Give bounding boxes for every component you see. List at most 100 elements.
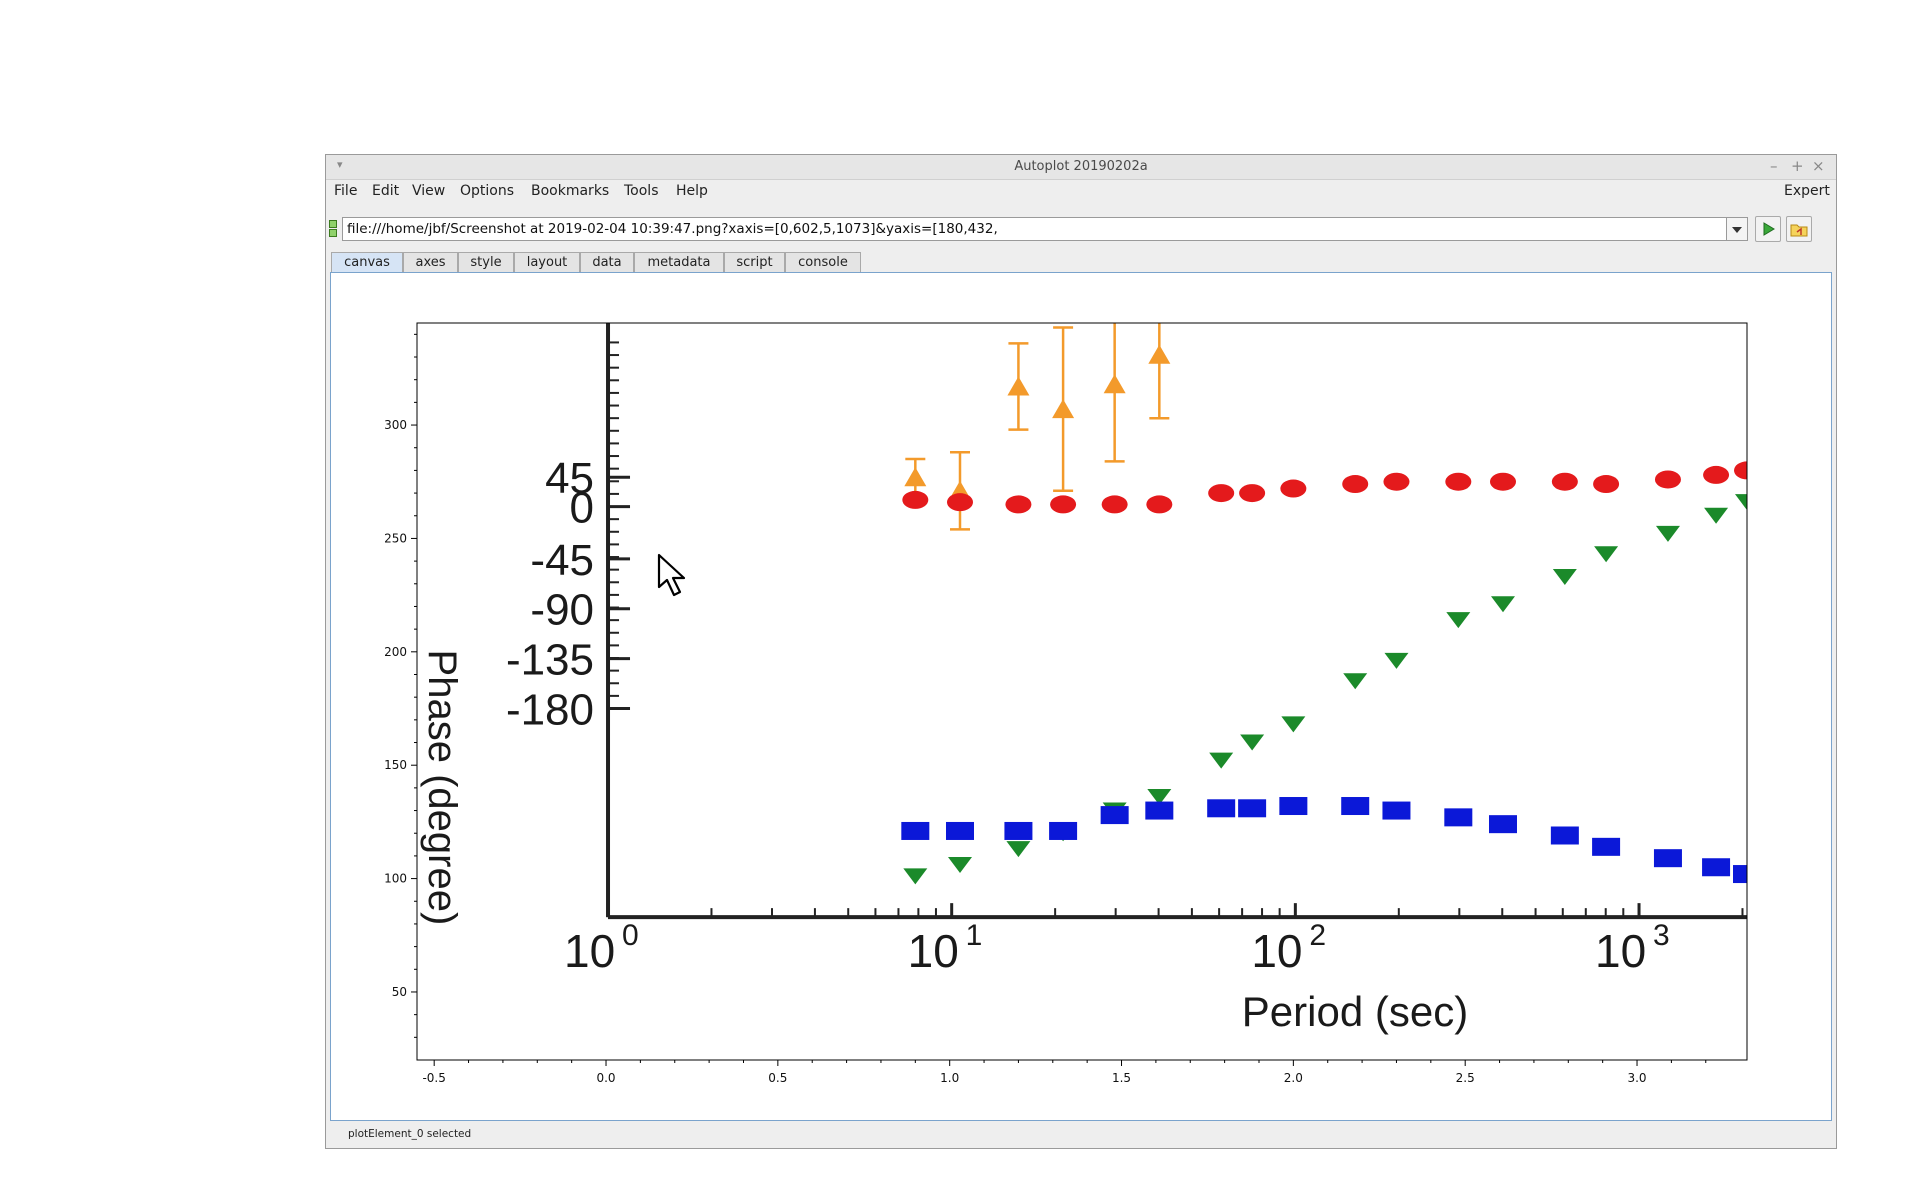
inner-y-tick-label: -45 (530, 536, 594, 585)
menu-file[interactable]: File (334, 183, 358, 199)
tab-script[interactable]: script (724, 252, 785, 272)
inner-x-tick-exponent: 2 (1309, 919, 1326, 952)
x-tick-label: 0.5 (768, 1071, 787, 1085)
play-icon (1763, 222, 1775, 236)
tab-console[interactable]: console (785, 252, 861, 272)
data-point-red (946, 493, 973, 512)
menu-bookmarks[interactable]: Bookmarks (531, 183, 610, 199)
data-point-blue (1341, 797, 1370, 816)
data-point-blue (1207, 799, 1236, 818)
autoplot-window: ▾ Autoplot 20190202a – + × File Edit Vie… (325, 154, 1837, 1149)
x-tick-label: 0.0 (596, 1071, 615, 1085)
expert-menu[interactable]: Expert (1784, 183, 1830, 199)
x-tick-label: 1.0 (940, 1071, 959, 1085)
mouse-pointer-icon (657, 553, 686, 597)
data-point-green (1490, 596, 1515, 613)
menu-edit[interactable]: Edit (372, 183, 400, 199)
browse-button[interactable] (1786, 216, 1812, 242)
menu-view[interactable]: View (412, 183, 446, 199)
data-point-blue (1488, 815, 1517, 834)
maximize-button[interactable]: + (1791, 157, 1804, 175)
data-point-red (1280, 479, 1307, 498)
x-tick-label: 2.5 (1456, 1071, 1475, 1085)
data-point-red (1551, 472, 1578, 491)
tab-layout[interactable]: layout (514, 252, 580, 272)
data-point-red (1703, 465, 1730, 484)
window-menu-icon[interactable]: ▾ (337, 158, 343, 171)
x-tick-label: 2.0 (1284, 1071, 1303, 1085)
chevron-down-icon (1732, 227, 1742, 233)
data-point-green (1384, 652, 1409, 669)
tab-style[interactable]: style (458, 252, 514, 272)
data-point-blue (1100, 806, 1129, 825)
data-point-blue (1238, 799, 1267, 818)
inner-x-tick-exponent: 3 (1653, 919, 1670, 952)
tab-data[interactable]: data (580, 252, 634, 272)
address-history-dropdown[interactable] (1726, 217, 1748, 241)
inner-x-tick-label: 10 (1595, 925, 1646, 977)
y-tick-label: 50 (392, 985, 407, 999)
data-point-green (1552, 568, 1577, 585)
data-point-green (1209, 752, 1234, 769)
close-button[interactable]: × (1812, 157, 1825, 175)
address-drag-icon[interactable] (329, 220, 338, 238)
tab-canvas[interactable]: canvas (331, 252, 403, 272)
inner-y-tick-label: -90 (530, 586, 594, 635)
data-point-green (1594, 546, 1619, 563)
data-point-green (1446, 612, 1471, 629)
data-point-blue (1004, 821, 1033, 840)
data-point-orange (1148, 344, 1171, 364)
data-point-green (903, 868, 928, 885)
tab-metadata[interactable]: metadata (634, 252, 724, 272)
data-point-red (1005, 495, 1032, 514)
folder-icon (1790, 224, 1808, 237)
inner-x-axis-title: Period (sec) (1242, 988, 1468, 1035)
y-tick-label: 150 (384, 758, 407, 772)
x-tick-label: 3.0 (1627, 1071, 1646, 1085)
y-tick-label: 200 (384, 645, 407, 659)
data-point-blue (1550, 826, 1579, 845)
data-point-orange (1007, 376, 1030, 396)
plot-button[interactable] (1755, 216, 1781, 242)
inner-y-tick-label: -135 (506, 636, 594, 685)
data-point-green (1147, 788, 1172, 805)
data-point-green (947, 856, 972, 873)
data-point-orange (1103, 374, 1126, 394)
inner-x-tick-label: 10 (908, 925, 959, 977)
data-point-red (1208, 484, 1235, 503)
address-input[interactable]: file:///home/jbf/Screenshot at 2019-02-0… (342, 217, 1748, 241)
data-point-green (1240, 734, 1265, 751)
address-bar: file:///home/jbf/Screenshot at 2019-02-0… (326, 215, 1836, 243)
data-point-green (1281, 716, 1306, 733)
data-point-blue (1733, 865, 1747, 884)
menu-help[interactable]: Help (676, 183, 708, 199)
data-point-blue (945, 821, 974, 840)
data-point-red (1445, 472, 1472, 491)
data-point-red (1734, 461, 1747, 480)
inner-y-tick-label: -180 (506, 686, 594, 735)
data-point-red (1489, 472, 1516, 491)
tab-axes[interactable]: axes (403, 252, 458, 272)
data-point-blue (1279, 797, 1308, 816)
data-point-green (1006, 841, 1031, 858)
data-point-blue (1653, 849, 1682, 868)
canvas-panel[interactable]: 45 0 -45 -90 -135 -180 10 0 10 1 10 2 10 3 Period (sec… (330, 272, 1832, 1121)
title-bar: ▾ Autoplot 20190202a – + × (326, 155, 1836, 180)
data-point-green (1704, 507, 1729, 524)
menu-options[interactable]: Options (460, 183, 515, 199)
window-title: Autoplot 20190202a (1014, 159, 1148, 174)
inner-x-tick-exponent: 1 (966, 919, 983, 952)
minimize-button[interactable]: – (1770, 157, 1778, 175)
data-point-red (1050, 495, 1077, 514)
y-tick-label: 250 (384, 531, 407, 545)
data-point-blue (1145, 801, 1174, 820)
data-point-blue (901, 821, 930, 840)
y-tick-label: 300 (384, 418, 407, 432)
data-point-blue (1049, 821, 1078, 840)
x-tick-label: 1.5 (1112, 1071, 1131, 1085)
data-point-green (1343, 673, 1368, 690)
inner-y-axis-title: Phase (degree) (420, 650, 464, 926)
inner-x-tick-exponent: 0 (622, 919, 639, 952)
menu-tools[interactable]: Tools (624, 183, 659, 199)
